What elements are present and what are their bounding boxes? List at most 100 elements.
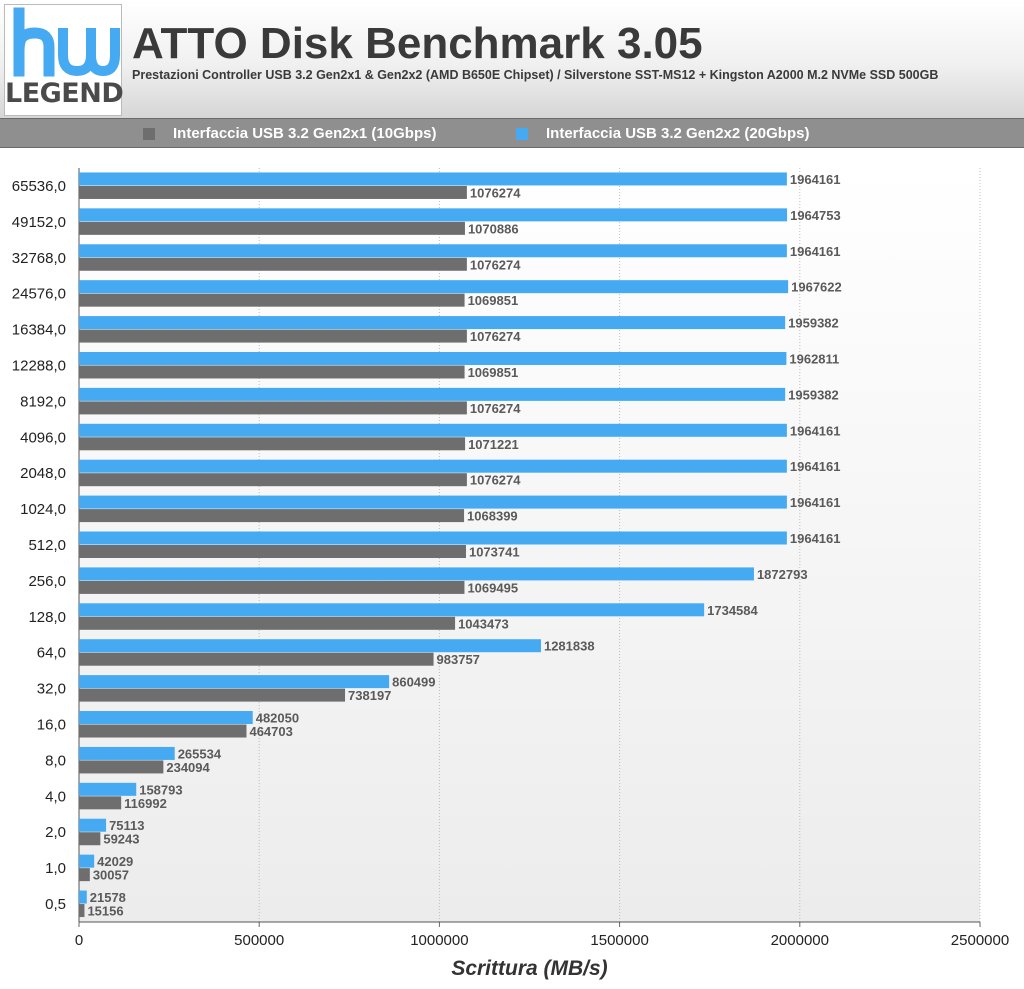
data-label: 1964161 <box>790 495 841 510</box>
legend-swatch-gen2x2 <box>516 128 528 140</box>
legend-label-gen2x2: Interfaccia USB 3.2 Gen2x2 (20Gbps) <box>546 125 810 142</box>
data-label: 1076274 <box>470 329 521 344</box>
data-label: 983757 <box>437 652 480 667</box>
chart-header: LEGEND ATTO Disk Benchmark 3.05 Prestazi… <box>0 0 1024 118</box>
data-label: 1071221 <box>468 437 519 452</box>
legend: Interfaccia USB 3.2 Gen2x1 (10Gbps) Inte… <box>0 118 1024 148</box>
y-tick-label: 32,0 <box>37 681 66 698</box>
y-tick-label: 4096,0 <box>20 429 66 446</box>
bar-gen2x1 <box>79 473 467 487</box>
data-label: 1069851 <box>468 365 519 380</box>
x-tick-label: 1000000 <box>410 932 468 949</box>
bar-gen2x2 <box>79 675 390 689</box>
y-tick-label: 1024,0 <box>20 501 66 518</box>
bar-gen2x2 <box>79 351 787 365</box>
bar-gen2x1 <box>79 760 164 774</box>
chart-subtitle: Prestazioni Controller USB 3.2 Gen2x1 & … <box>132 68 939 82</box>
bar-gen2x1 <box>79 724 247 738</box>
data-label: 1964161 <box>790 459 841 474</box>
data-label: 59243 <box>103 832 139 847</box>
data-label: 1076274 <box>470 185 521 200</box>
bar-gen2x2 <box>79 711 253 725</box>
data-label: 1281838 <box>544 639 595 654</box>
data-label: 1962811 <box>789 351 839 366</box>
bar-gen2x1 <box>79 652 434 666</box>
bar-gen2x2 <box>79 495 787 509</box>
y-tick-label: 8,0 <box>45 752 66 769</box>
y-tick-label: 512,0 <box>28 537 66 554</box>
bar-gen2x1 <box>79 293 465 307</box>
data-label: 738197 <box>348 688 391 703</box>
data-label: 21578 <box>90 890 126 905</box>
bar-gen2x2 <box>79 387 786 401</box>
data-label: 1069851 <box>468 293 519 308</box>
bar-gen2x2 <box>79 423 787 437</box>
data-label: 1076274 <box>470 257 521 272</box>
bar-gen2x2 <box>79 172 787 186</box>
data-label: 1076274 <box>470 401 521 416</box>
legend-label-gen2x1: Interfaccia USB 3.2 Gen2x1 (10Gbps) <box>173 125 437 142</box>
bar-gen2x1 <box>79 509 465 523</box>
data-label: 1964161 <box>790 531 841 546</box>
bar-gen2x1 <box>79 401 467 415</box>
x-tick-label: 500000 <box>234 932 284 949</box>
bar-gen2x2 <box>79 244 787 258</box>
x-axis-title: Scrittura (MB/s) <box>451 957 607 980</box>
bar-gen2x2 <box>79 208 788 222</box>
y-tick-label: 16,0 <box>37 717 66 734</box>
data-label: 1068399 <box>467 509 518 524</box>
data-label: 1964161 <box>790 172 841 187</box>
data-label: 42029 <box>97 854 133 869</box>
bar-gen2x1 <box>79 221 465 235</box>
data-label: 15156 <box>87 904 123 919</box>
logo-wordmark: LEGEND <box>5 78 124 109</box>
bar-gen2x1 <box>79 257 467 271</box>
bar-gen2x1 <box>79 616 456 630</box>
data-label: 30057 <box>93 868 129 883</box>
bar-gen2x1 <box>79 832 101 846</box>
y-tick-label: 32768,0 <box>12 250 66 267</box>
hwlegend-logo: LEGEND <box>4 4 124 116</box>
data-label: 1070886 <box>468 221 519 236</box>
y-tick-label: 256,0 <box>28 573 66 590</box>
y-tick-label: 1,0 <box>45 860 66 877</box>
y-tick-label: 4,0 <box>45 788 66 805</box>
bar-gen2x2 <box>79 603 705 617</box>
chart-title: ATTO Disk Benchmark 3.05 <box>132 19 703 68</box>
data-label: 1967622 <box>791 280 842 295</box>
bar-gen2x1 <box>79 688 346 702</box>
x-tick-label: 0 <box>75 932 83 949</box>
data-label: 1073741 <box>469 545 520 560</box>
y-tick-label: 24576,0 <box>12 286 66 303</box>
data-label: 1964161 <box>790 423 841 438</box>
data-label: 482050 <box>256 711 299 726</box>
bar-gen2x2 <box>79 854 95 868</box>
y-tick-label: 49152,0 <box>12 214 66 231</box>
y-tick-label: 0,5 <box>45 896 66 913</box>
y-tick-label: 2,0 <box>45 824 66 841</box>
bar-gen2x1 <box>79 904 85 918</box>
bar-gen2x2 <box>79 459 787 473</box>
y-tick-label: 64,0 <box>37 645 66 662</box>
y-tick-label: 65536,0 <box>12 178 66 195</box>
data-label: 265534 <box>178 746 222 761</box>
bar-gen2x1 <box>79 185 467 199</box>
bar-gen2x2 <box>79 782 137 796</box>
bar-gen2x1 <box>79 329 467 343</box>
data-label: 234094 <box>166 760 210 775</box>
data-label: 1964753 <box>790 208 841 223</box>
data-label: 1734584 <box>707 603 758 618</box>
data-label: 1043473 <box>458 616 509 631</box>
bar-gen2x1 <box>79 545 466 558</box>
data-label: 860499 <box>392 675 435 690</box>
bar-gen2x1 <box>79 868 90 882</box>
data-label: 1959382 <box>788 387 839 402</box>
y-tick-label: 128,0 <box>28 609 66 626</box>
bar-gen2x2 <box>79 280 789 294</box>
bar-gen2x1 <box>79 580 465 594</box>
bar-gen2x2 <box>79 531 787 545</box>
data-label: 158793 <box>139 782 182 797</box>
bar-gen2x1 <box>79 365 465 379</box>
data-label: 1959382 <box>788 316 839 331</box>
y-tick-label: 8192,0 <box>20 393 66 410</box>
